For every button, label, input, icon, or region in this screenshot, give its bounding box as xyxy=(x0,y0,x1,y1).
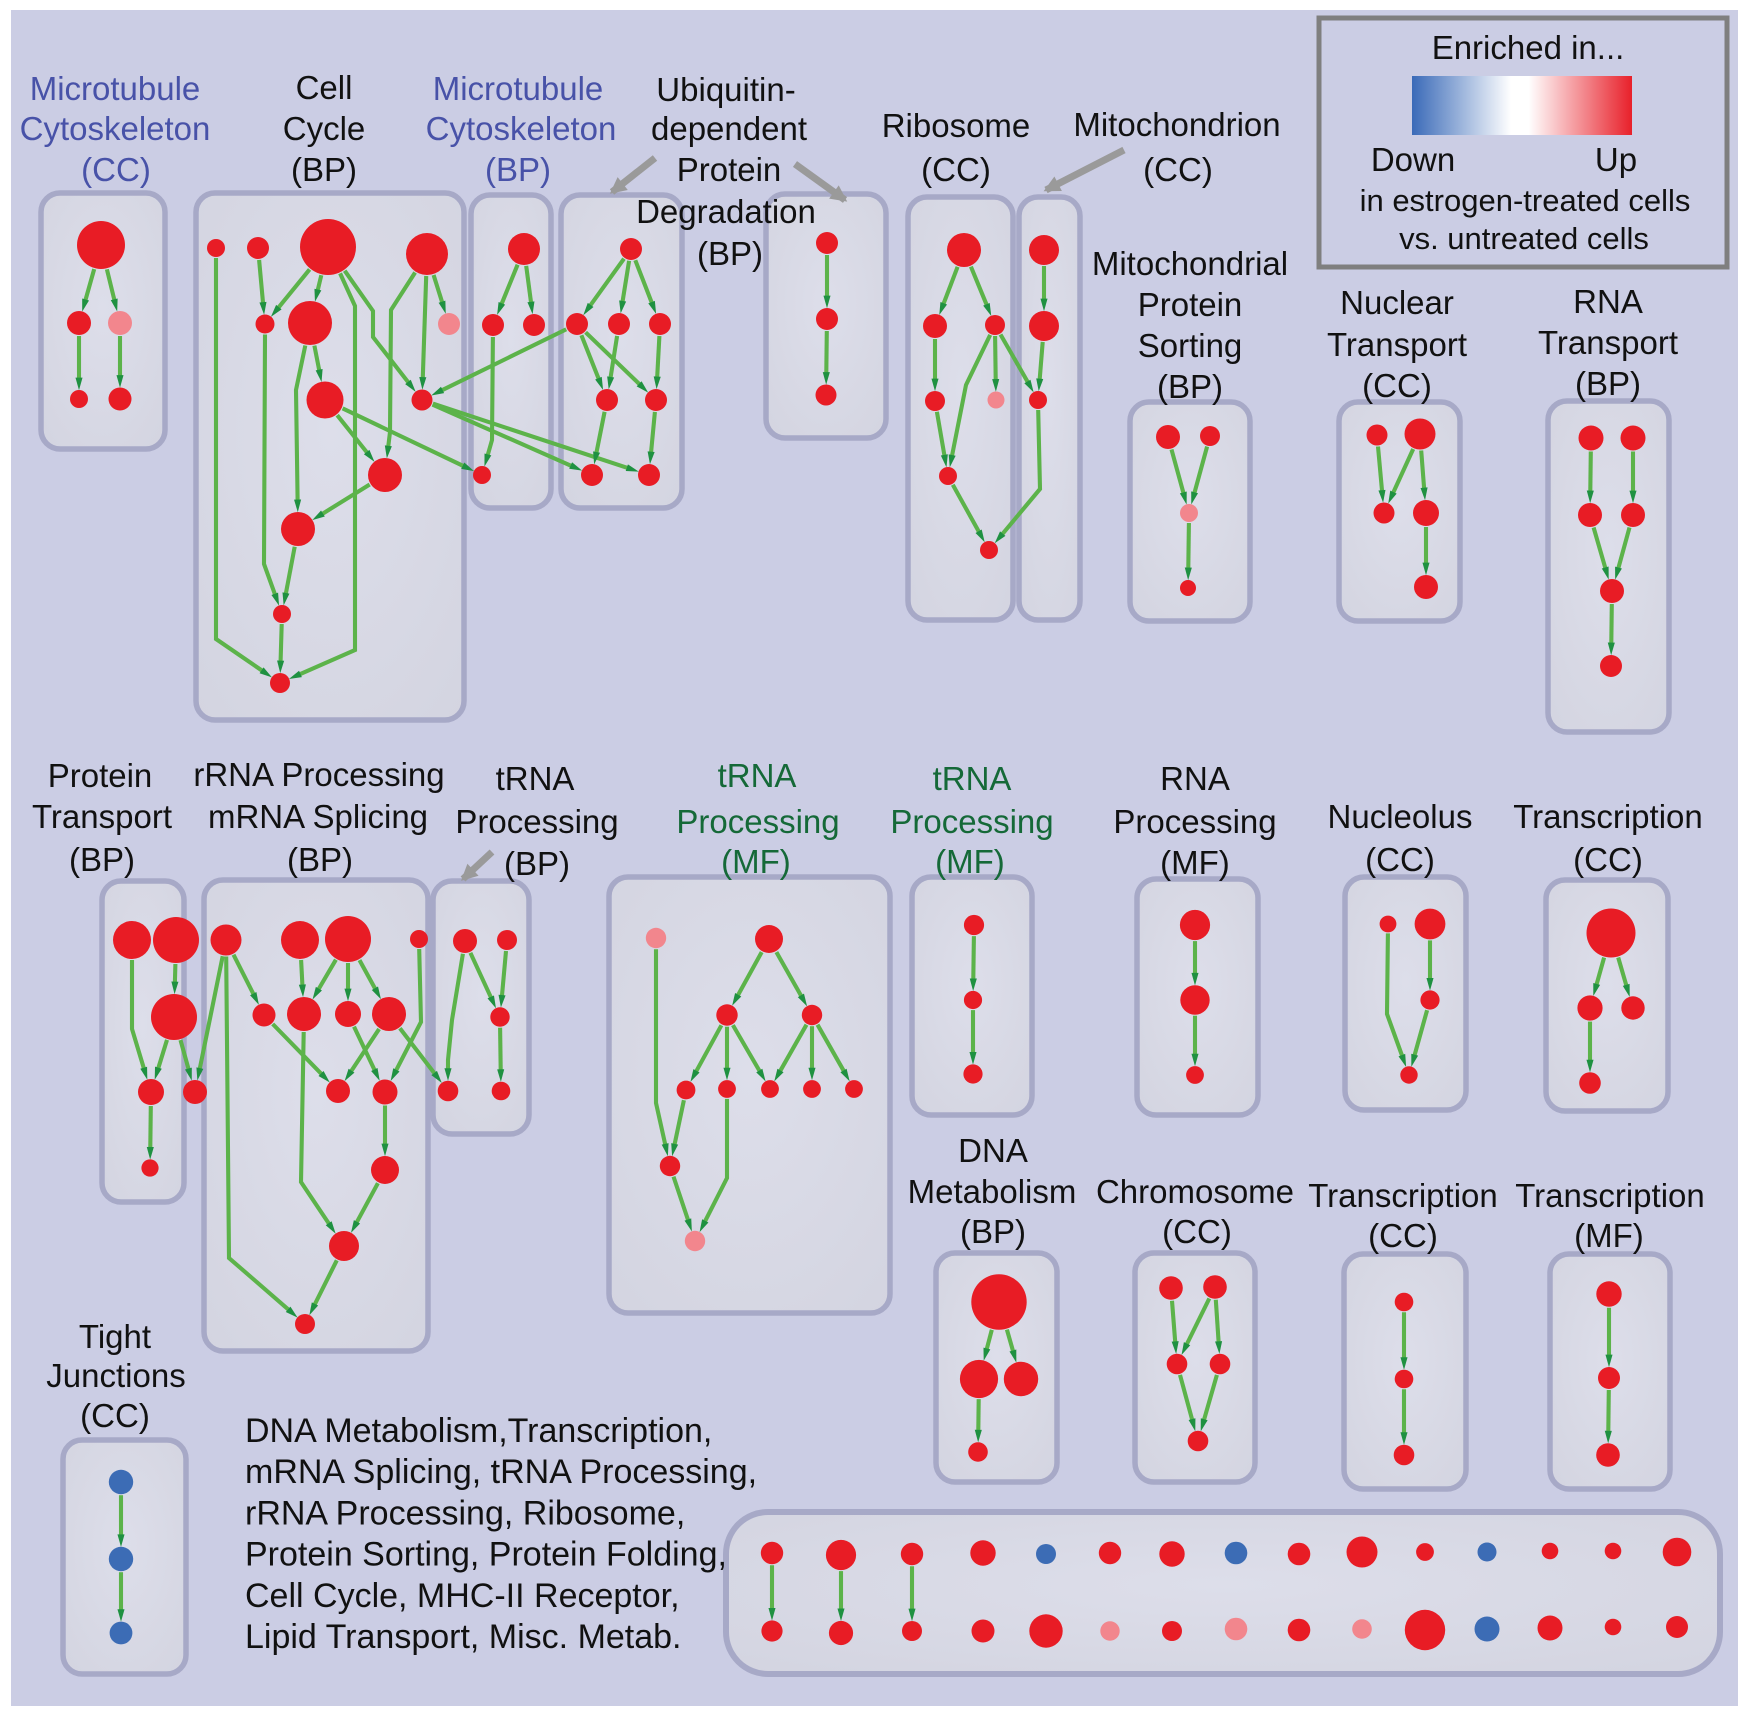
svg-text:Chromosome: Chromosome xyxy=(1096,1173,1294,1210)
svg-text:(MF): (MF) xyxy=(1574,1217,1644,1254)
svg-text:Nucleolus: Nucleolus xyxy=(1328,798,1473,835)
svg-text:(MF): (MF) xyxy=(935,843,1005,880)
svg-text:rRNA Processing: rRNA Processing xyxy=(193,756,444,793)
svg-text:(CC): (CC) xyxy=(1162,1213,1232,1250)
svg-text:(CC): (CC) xyxy=(81,151,151,188)
svg-text:Cycle: Cycle xyxy=(283,110,366,147)
svg-text:Processing: Processing xyxy=(890,803,1053,840)
svg-text:(CC): (CC) xyxy=(921,151,991,188)
svg-text:DNA: DNA xyxy=(958,1132,1028,1169)
svg-text:tRNA: tRNA xyxy=(718,757,797,794)
svg-text:Protein: Protein xyxy=(1138,286,1243,323)
svg-text:Metabolism: Metabolism xyxy=(908,1173,1077,1210)
svg-text:Transport: Transport xyxy=(1538,324,1678,361)
svg-text:Processing: Processing xyxy=(676,803,839,840)
svg-text:DNA Metabolism,Transcription,: DNA Metabolism,Transcription, xyxy=(245,1412,712,1450)
svg-text:tRNA: tRNA xyxy=(496,760,575,797)
svg-text:vs. untreated cells: vs. untreated cells xyxy=(1399,221,1649,256)
svg-text:(CC): (CC) xyxy=(1573,841,1643,878)
svg-text:Protein: Protein xyxy=(677,151,782,188)
svg-text:Degradation: Degradation xyxy=(636,193,816,230)
svg-text:(BP): (BP) xyxy=(485,151,551,188)
svg-text:RNA: RNA xyxy=(1573,283,1643,320)
svg-text:(BP): (BP) xyxy=(287,841,353,878)
svg-text:Transport: Transport xyxy=(1327,326,1467,363)
svg-text:mRNA Splicing: mRNA Splicing xyxy=(208,798,428,835)
svg-text:Cytoskeleton: Cytoskeleton xyxy=(20,110,211,147)
svg-text:Down: Down xyxy=(1371,141,1455,178)
svg-text:Mitochondrial: Mitochondrial xyxy=(1092,245,1288,282)
svg-text:(CC): (CC) xyxy=(1365,841,1435,878)
svg-text:Nuclear: Nuclear xyxy=(1340,284,1454,321)
svg-text:Lipid Transport, Misc. Metab.: Lipid Transport, Misc. Metab. xyxy=(245,1618,682,1656)
svg-text:in estrogen-treated cells: in estrogen-treated cells xyxy=(1360,183,1691,218)
svg-text:(CC): (CC) xyxy=(1143,151,1213,188)
svg-text:Protein: Protein xyxy=(48,757,153,794)
svg-text:(MF): (MF) xyxy=(721,843,791,880)
svg-text:Cell Cycle, MHC-II Receptor,: Cell Cycle, MHC-II Receptor, xyxy=(245,1577,680,1615)
svg-text:Cell: Cell xyxy=(296,69,353,106)
svg-text:Transcription: Transcription xyxy=(1308,1177,1498,1214)
svg-text:Junctions: Junctions xyxy=(46,1357,185,1394)
svg-text:Processing: Processing xyxy=(1113,803,1276,840)
svg-text:Sorting: Sorting xyxy=(1138,327,1243,364)
svg-text:(MF): (MF) xyxy=(1160,844,1230,881)
svg-text:tRNA: tRNA xyxy=(933,760,1012,797)
svg-text:(BP): (BP) xyxy=(1157,368,1223,405)
svg-text:Enriched in...: Enriched in... xyxy=(1432,29,1625,66)
svg-text:Processing: Processing xyxy=(455,803,618,840)
svg-text:RNA: RNA xyxy=(1160,760,1230,797)
svg-text:Microtubule: Microtubule xyxy=(30,70,201,107)
svg-text:dependent: dependent xyxy=(651,110,807,147)
svg-text:Protein Sorting, Protein Foldi: Protein Sorting, Protein Folding, xyxy=(245,1536,727,1574)
svg-text:Up: Up xyxy=(1595,141,1637,178)
svg-text:(BP): (BP) xyxy=(291,151,357,188)
svg-text:(BP): (BP) xyxy=(69,841,135,878)
svg-text:(CC): (CC) xyxy=(80,1397,150,1434)
svg-text:(CC): (CC) xyxy=(1368,1217,1438,1254)
svg-text:Mitochondrion: Mitochondrion xyxy=(1073,106,1280,143)
svg-text:Ribosome: Ribosome xyxy=(882,107,1031,144)
svg-text:mRNA Splicing, tRNA Processing: mRNA Splicing, tRNA Processing, xyxy=(245,1453,757,1491)
svg-text:Microtubule: Microtubule xyxy=(433,70,604,107)
svg-text:Cytoskeleton: Cytoskeleton xyxy=(426,110,617,147)
svg-text:Transcription: Transcription xyxy=(1513,798,1703,835)
svg-text:(BP): (BP) xyxy=(504,845,570,882)
svg-text:rRNA Processing, Ribosome,: rRNA Processing, Ribosome, xyxy=(245,1494,685,1532)
svg-text:(BP): (BP) xyxy=(697,235,763,272)
svg-text:(BP): (BP) xyxy=(1575,365,1641,402)
svg-text:Transport: Transport xyxy=(32,798,172,835)
svg-text:Ubiquitin-: Ubiquitin- xyxy=(656,71,795,108)
svg-text:Transcription: Transcription xyxy=(1515,1177,1705,1214)
svg-text:(CC): (CC) xyxy=(1362,367,1432,404)
svg-text:Tight: Tight xyxy=(79,1318,151,1355)
svg-text:(BP): (BP) xyxy=(960,1213,1026,1250)
